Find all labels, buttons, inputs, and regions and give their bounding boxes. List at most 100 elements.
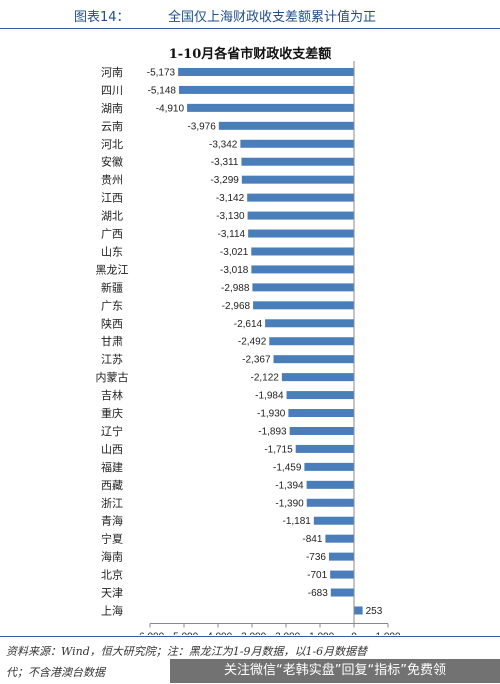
bar	[289, 426, 354, 435]
category-label: 甘肃	[101, 335, 123, 348]
category-label: 四川	[101, 84, 123, 97]
bar	[265, 319, 354, 328]
data-label: -3,976	[187, 121, 216, 132]
bar	[187, 103, 354, 112]
category-label: 河南	[101, 66, 123, 79]
data-label: -5,173	[147, 67, 176, 78]
category-label: 陕西	[101, 316, 123, 330]
data-label: -2,367	[242, 355, 271, 366]
bar	[330, 588, 354, 597]
bar	[313, 516, 354, 525]
data-label: -1,181	[282, 516, 311, 527]
data-label: -3,130	[216, 211, 245, 222]
category-label: 福建	[101, 460, 123, 474]
bar	[251, 247, 354, 256]
data-label: -2,968	[222, 301, 251, 312]
data-label: -3,142	[216, 193, 245, 204]
data-label: -1,394	[275, 480, 304, 491]
bar	[178, 85, 354, 94]
category-label: 安徽	[101, 155, 123, 169]
data-label: -3,342	[209, 139, 238, 150]
data-label: -683	[308, 588, 328, 599]
category-label: 西藏	[101, 479, 123, 492]
category-label: 宁夏	[101, 532, 123, 546]
category-label: 吉林	[101, 388, 123, 402]
category-label: 湖北	[101, 210, 123, 223]
bar	[253, 301, 354, 310]
source-note-line-1: 资料来源：Wind，恒大研究院；注：黑龙江为1-9月数据，以1-6月数据替	[6, 645, 368, 658]
data-label: -841	[302, 534, 322, 545]
category-label: 广东	[101, 299, 123, 312]
figure-title: 全国仅上海财政收支差额累计值为正	[168, 10, 377, 25]
category-label: 山东	[101, 245, 123, 258]
data-label: -736	[306, 552, 326, 563]
category-label: 黑龙江	[96, 263, 129, 276]
category-label: 新疆	[101, 280, 123, 294]
category-label: 云南	[101, 120, 123, 133]
data-label: -3,114	[217, 229, 245, 240]
category-label: 江苏	[101, 353, 123, 366]
x-tick-label: -2,000	[272, 631, 301, 635]
data-label: -4,910	[156, 103, 185, 114]
x-tick-label: -6,000	[136, 631, 165, 635]
data-label: -1,715	[264, 444, 293, 455]
figure-header: 图表14： 全国仅上海财政收支差额累计值为正	[0, 0, 500, 29]
data-label: -3,299	[210, 175, 239, 186]
bar	[325, 534, 354, 543]
category-label: 内蒙古	[96, 370, 129, 384]
bar	[240, 139, 354, 148]
x-tick-label: -4,000	[204, 631, 233, 635]
data-label: -2,614	[234, 319, 263, 330]
bar	[178, 67, 354, 76]
category-label: 湖南	[101, 102, 123, 115]
source-note: 资料来源：Wind，恒大研究院；注：黑龙江为1-9月数据，以1-6月数据替 代；…	[0, 636, 500, 684]
data-label: -3,018	[220, 265, 249, 276]
bar	[304, 462, 354, 471]
bar	[248, 229, 354, 238]
data-label: -2,492	[238, 337, 267, 348]
bar-chart: 1-10月各省市财政收支差额 河南四川湖南云南河北安徽贵州江西湖北广西山东黑龙江…	[96, 46, 401, 635]
bar	[281, 373, 354, 382]
category-label: 广西	[101, 228, 123, 241]
bar	[241, 175, 354, 184]
bar	[286, 391, 354, 400]
category-label: 浙江	[101, 497, 123, 510]
category-label: 贵州	[101, 174, 123, 187]
category-label: 江西	[101, 192, 123, 205]
bar	[273, 355, 354, 364]
category-label: 上海	[101, 603, 123, 617]
bar	[241, 157, 354, 166]
bar	[247, 193, 354, 202]
bar	[288, 409, 354, 418]
data-label: -1,459	[273, 462, 302, 473]
category-label: 青海	[101, 514, 123, 528]
data-label: -1,984	[255, 391, 284, 402]
watermark-banner: 关注微信“老韩实盘”回复“指标”免费领	[170, 659, 500, 683]
bar	[269, 337, 354, 346]
data-label: -1,930	[257, 409, 286, 420]
category-label: 重庆	[101, 406, 123, 420]
data-label: -2,122	[250, 373, 279, 384]
bar	[306, 480, 354, 489]
bar	[251, 265, 354, 274]
data-label: -5,148	[148, 85, 177, 96]
x-tick-label: 1,000	[375, 631, 400, 635]
bar	[252, 283, 354, 292]
bar	[330, 570, 354, 579]
data-label: -3,311	[211, 157, 239, 168]
bar	[328, 552, 354, 561]
data-label: -3,021	[220, 247, 249, 258]
data-label: -1,390	[275, 498, 304, 509]
chart-title: 1-10月各省市财政收支差额	[169, 46, 332, 62]
bar	[354, 606, 363, 615]
category-label: 河北	[101, 138, 123, 151]
figure-number: 图表14：	[74, 10, 130, 25]
data-label: -1,893	[258, 426, 287, 437]
bar	[306, 498, 354, 507]
data-label: 253	[366, 606, 383, 617]
bar	[295, 444, 354, 453]
category-label: 天津	[101, 587, 123, 600]
category-label: 海南	[101, 550, 123, 564]
x-tick-label: -1,000	[306, 631, 335, 635]
data-label: -701	[307, 570, 327, 581]
